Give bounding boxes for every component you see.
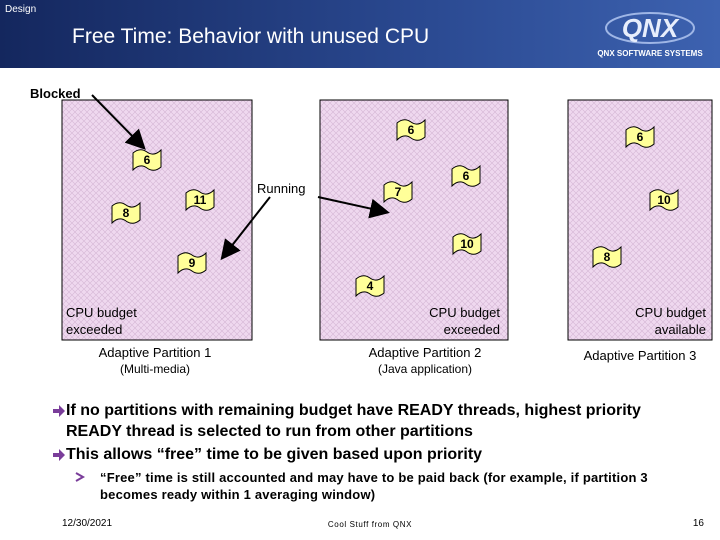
- flag: [396, 118, 426, 142]
- logo-ring: [605, 12, 695, 44]
- flag-number: 8: [123, 206, 130, 220]
- partition-description: (Multi-media): [120, 362, 190, 376]
- flag-number: 6: [408, 123, 415, 137]
- flag: [177, 251, 207, 275]
- flag-number: 8: [604, 250, 611, 264]
- diagram: Blocked Running 6 6 6 11 8 7 6 10 10 9 8 4 CPU budg…: [30, 86, 713, 376]
- footer-date: 12/30/2021: [62, 518, 113, 529]
- blocked-label: Blocked: [30, 86, 81, 101]
- flag: [592, 245, 622, 269]
- budget-status: CPU budget: [429, 305, 500, 320]
- bullet-arrow: [53, 449, 65, 461]
- logo-tagline: QNX SOFTWARE SYSTEMS: [597, 49, 703, 58]
- flags: 6 6 6 11 8 7 6 10 10 9 8 4: [111, 118, 679, 298]
- flag: [649, 188, 679, 212]
- flag: [132, 148, 162, 172]
- partition-labels: CPU budget exceeded Adaptive Partition 1 (M…: [66, 305, 706, 376]
- bullet-arrow: [53, 405, 65, 417]
- flag: [355, 274, 385, 298]
- flag-number: 6: [144, 153, 151, 167]
- arrow: [317, 196, 390, 219]
- section-label: Design: [5, 4, 37, 15]
- bullet-text: If no partitions with remaining budget h…: [66, 402, 641, 440]
- budget-status: exceeded: [444, 322, 500, 337]
- budget-status: CPU budget: [66, 305, 137, 320]
- running-label: Running: [257, 181, 305, 196]
- slide-title: Free Time: Behavior with unused CPU: [72, 25, 430, 48]
- header-band: [0, 0, 720, 68]
- arrow: [220, 196, 271, 261]
- partition-description: (Java application): [378, 362, 472, 376]
- bullet-arrow-shape: [53, 449, 65, 461]
- sub-bullet-marker: [75, 472, 86, 482]
- partition-name: Adaptive Partition 3: [584, 348, 697, 363]
- flag-number: 6: [463, 169, 470, 183]
- bullet-arrow-shape: [53, 405, 65, 417]
- flag: [185, 188, 215, 212]
- bullet-text: This allows “free” time to be given base…: [66, 446, 483, 463]
- flag-number: 9: [189, 256, 196, 270]
- flag-number: 6: [637, 130, 644, 144]
- flag-number: 10: [657, 193, 671, 207]
- partition-name: Adaptive Partition 2: [369, 345, 482, 360]
- page-number: 16: [692, 518, 704, 529]
- flag: [111, 201, 141, 225]
- flag: [625, 125, 655, 149]
- footer-center: Cool Stuff from QNX: [327, 520, 413, 529]
- flag-number: 7: [395, 185, 402, 199]
- flag-number: 11: [194, 193, 207, 207]
- partition-name: Adaptive Partition 1: [99, 345, 212, 360]
- budget-status: CPU budget: [635, 305, 706, 320]
- sub-bullet-text: “Free” time is still accounted and may h…: [100, 470, 648, 502]
- budget-status: exceeded: [66, 322, 122, 337]
- budget-status: available: [655, 322, 706, 337]
- partition-box: [61, 99, 253, 341]
- logo-text: QNX: [622, 13, 680, 43]
- flag: [383, 180, 413, 204]
- logo: QNX QNX SOFTWARE SYSTEMS: [597, 12, 703, 58]
- flag: [451, 164, 481, 188]
- flag: [452, 232, 482, 256]
- arrow: [91, 94, 146, 150]
- flag-number: 4: [367, 279, 374, 293]
- flag-number: 10: [460, 237, 474, 251]
- sub-bullet-chevron: [75, 472, 86, 482]
